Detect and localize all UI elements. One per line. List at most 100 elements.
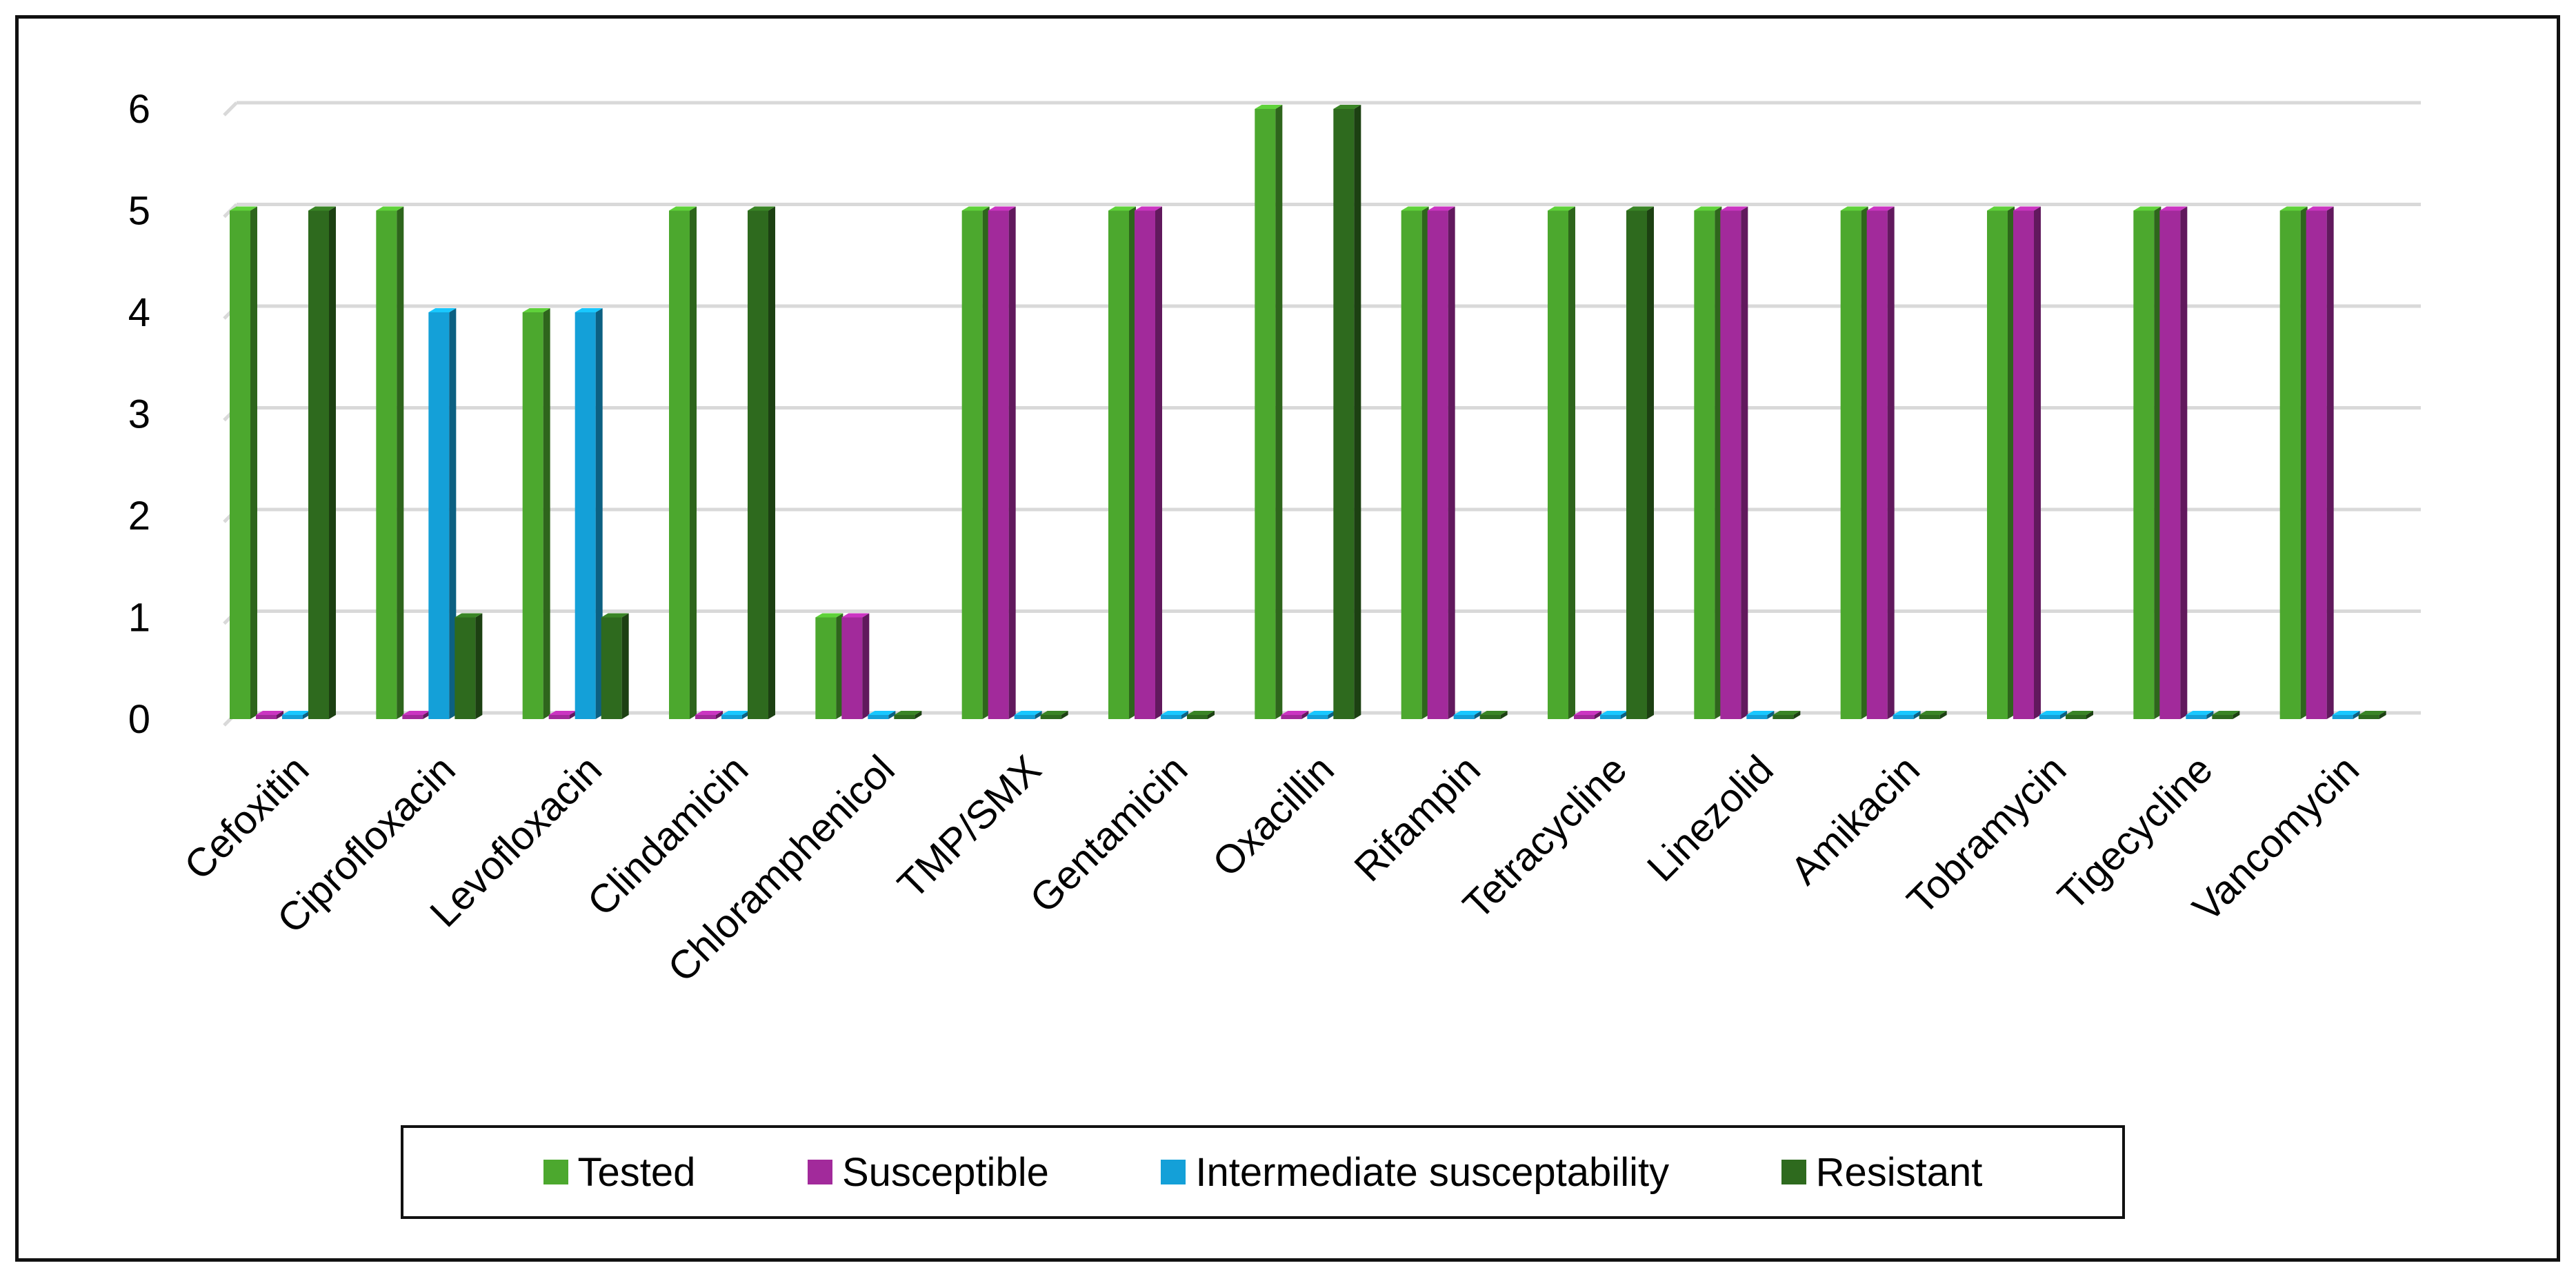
bar-top: [1135, 206, 1162, 211]
bar-side: [1500, 711, 1508, 719]
bar-front: [455, 617, 476, 719]
bar-susceptible: [1720, 206, 1748, 719]
bar-top: [1987, 206, 2015, 211]
bar-top: [1255, 105, 1283, 109]
bar-top: [2066, 711, 2093, 715]
bar-tested: [230, 206, 257, 719]
bar-intermediate-susceptability: [282, 711, 310, 719]
bar-side: [2326, 206, 2334, 719]
bar-top: [748, 206, 775, 211]
bar-top: [841, 613, 870, 618]
bar-side: [1008, 206, 1016, 719]
y-axis-ticks: 0 1 2 3 4 5 6: [128, 87, 150, 742]
bar-resistant: [601, 613, 629, 719]
bar-front: [1333, 109, 1355, 719]
bar-tested: [1255, 105, 1283, 719]
bar-intermediate-susceptability: [1453, 711, 1481, 719]
bar-front: [2013, 210, 2034, 719]
bar-front: [1574, 715, 1595, 719]
bar-side: [1035, 711, 1042, 719]
legend-label: Resistant: [1815, 1149, 1983, 1195]
bar-susceptible: [1427, 206, 1455, 719]
bar-side: [397, 206, 404, 719]
bar-side: [1061, 711, 1068, 719]
bar-side: [2180, 206, 2188, 719]
bar-front: [1866, 210, 1888, 719]
bar-side: [1181, 711, 1188, 719]
bar-susceptible: [2159, 206, 2188, 719]
bar-resistant: [748, 206, 775, 719]
bar-intermediate-susceptability: [1746, 711, 1775, 719]
y-tick-label: 6: [128, 87, 150, 132]
bar-side: [569, 711, 577, 719]
bar-front: [1720, 210, 1741, 719]
bar-side: [2379, 711, 2386, 719]
bar-front: [308, 210, 329, 719]
bar-top: [1600, 711, 1628, 715]
x-axis-labels: CefoxitinCiprofloxacinLevofloxacinClinda…: [176, 747, 2368, 991]
bar-side: [1208, 711, 1215, 719]
bar-top: [1281, 711, 1309, 715]
bar-tested: [1548, 206, 1575, 719]
bar-top: [669, 206, 697, 211]
bar-tested: [2133, 206, 2161, 719]
bar-side: [915, 711, 922, 719]
bar-side: [1741, 206, 1748, 719]
bar-front: [1773, 715, 1794, 719]
bar-front: [1040, 715, 1061, 719]
gridlines: [223, 101, 2421, 727]
bar-top: [1626, 206, 1654, 211]
bar-side: [1939, 711, 1947, 719]
bar-tested: [522, 308, 550, 719]
bar-side: [1861, 206, 1868, 719]
bar-intermediate-susceptability: [2039, 711, 2067, 719]
legend-label: Intermediate susceptability: [1195, 1149, 1670, 1195]
bar-front: [1840, 210, 1861, 719]
y-tick-label: 2: [128, 494, 150, 538]
bar-top: [1108, 206, 1136, 211]
bar-front: [2212, 715, 2233, 719]
bar-top: [2358, 711, 2386, 715]
bar-side: [1275, 105, 1283, 719]
bar-top: [894, 711, 922, 715]
bar-front: [988, 210, 1009, 719]
bar-susceptible: [548, 711, 577, 719]
bar-side: [621, 613, 629, 719]
bar-side: [862, 613, 870, 719]
bar-side: [2086, 711, 2093, 719]
bar-front: [2279, 210, 2301, 719]
bar-susceptible: [841, 613, 870, 719]
bar-susceptible: [695, 711, 723, 719]
bar-intermediate-susceptability: [2332, 711, 2360, 719]
bar-top: [455, 613, 483, 618]
bar-front: [961, 210, 983, 719]
bars: [230, 105, 2386, 719]
bar-side: [836, 613, 843, 719]
bar-top: [1040, 711, 1068, 715]
bar-side: [423, 711, 430, 719]
bar-top: [1893, 711, 1921, 715]
bar-side: [1129, 206, 1136, 719]
y-tick-label: 4: [128, 290, 150, 335]
bar-susceptible: [988, 206, 1016, 719]
legend-item: Resistant: [1781, 1149, 1983, 1196]
bar-side: [2060, 711, 2067, 719]
bar-intermediate-susceptability: [721, 711, 749, 719]
bar-top: [868, 711, 896, 715]
bar-front: [282, 715, 303, 719]
legend-item: Intermediate susceptability: [1161, 1149, 1669, 1196]
bar-front: [1600, 715, 1621, 719]
y-tick-label: 3: [128, 392, 150, 437]
bar-front: [2306, 210, 2327, 719]
y-tick-label: 1: [128, 596, 150, 640]
bar-side: [1621, 711, 1628, 719]
bar-front: [2133, 210, 2155, 719]
bar-tested: [815, 613, 843, 719]
bar-intermediate-susceptability: [1600, 711, 1628, 719]
bar-resistant: [455, 613, 483, 719]
bar-side: [1301, 711, 1309, 719]
bar-top: [1479, 711, 1508, 715]
bar-top: [1187, 711, 1215, 715]
bar-side: [329, 206, 336, 719]
legend-label: Tested: [577, 1149, 696, 1195]
